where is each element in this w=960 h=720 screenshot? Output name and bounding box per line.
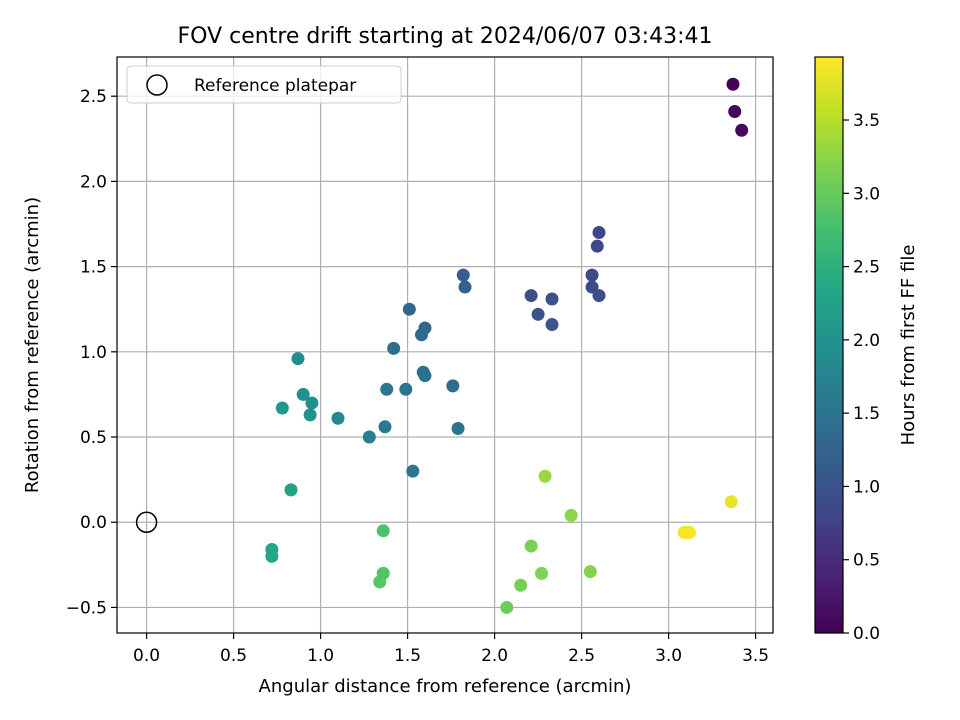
data-point <box>296 387 310 401</box>
y-tick-label: 1.5 <box>80 258 107 278</box>
x-tick-label: 0.0 <box>133 646 160 666</box>
x-axis-ticks: 0.0 0.5 1.0 1.5 2.0 2.5 3.0 3.5 <box>133 633 769 666</box>
legend-marker-reference <box>146 74 168 96</box>
data-point <box>592 289 606 303</box>
data-point <box>514 578 528 592</box>
colorbar-tick-label: 0.5 <box>853 551 880 571</box>
data-point <box>524 289 538 303</box>
reference-platepar-marker <box>135 511 158 533</box>
data-point <box>585 268 599 282</box>
data-point <box>451 422 465 436</box>
data-point <box>735 123 749 137</box>
data-point <box>682 525 696 539</box>
y-tick-label: 0.0 <box>80 513 107 533</box>
y-tick-label: 0.5 <box>80 428 107 448</box>
y-axis-label: Rotation from reference (arcmin) <box>22 197 43 493</box>
colorbar-tick-label: 1.0 <box>853 477 880 497</box>
data-point <box>564 508 578 522</box>
data-point <box>531 307 545 321</box>
data-point <box>545 318 559 332</box>
data-point <box>415 328 429 342</box>
data-point <box>305 396 319 410</box>
data-point <box>399 382 413 396</box>
colorbar-tick-label: 2.0 <box>853 331 880 351</box>
data-point <box>331 411 345 425</box>
data-point <box>402 302 416 316</box>
data-point <box>378 420 392 434</box>
data-point <box>376 524 390 538</box>
legend-label-reference: Reference platepar <box>194 76 356 96</box>
x-tick-label: 0.5 <box>220 646 247 666</box>
x-tick-label: 3.0 <box>655 646 682 666</box>
data-point <box>535 566 549 580</box>
colorbar-tick-label: 0.0 <box>853 624 880 644</box>
data-point <box>456 268 470 282</box>
plot-frame <box>116 56 774 634</box>
data-point <box>387 341 401 355</box>
x-tick-label: 1.0 <box>307 646 334 666</box>
data-point <box>724 495 738 509</box>
data-point <box>362 430 376 444</box>
x-tick-label: 2.5 <box>568 646 595 666</box>
y-tick-label: 1.0 <box>80 343 107 363</box>
data-point <box>538 469 552 483</box>
grid <box>117 57 773 633</box>
legend-box <box>126 65 402 104</box>
data-point <box>583 565 597 579</box>
y-tick-label: 2.5 <box>80 87 107 107</box>
data-point <box>284 483 298 497</box>
data-point <box>406 464 420 478</box>
data-point <box>500 600 514 614</box>
data-point <box>418 369 432 383</box>
data-points <box>135 77 749 614</box>
x-axis-label: Angular distance from reference (arcmin) <box>259 676 632 697</box>
colorbar <box>815 57 843 633</box>
data-point <box>728 105 742 119</box>
colorbar-label: Hours from first FF file <box>898 245 919 446</box>
colorbar-tick-label: 1.5 <box>853 404 880 424</box>
data-point <box>726 77 740 91</box>
data-point <box>265 549 279 563</box>
data-point <box>303 408 317 422</box>
data-point <box>380 382 394 396</box>
colorbar-tick-label: 2.5 <box>853 258 880 278</box>
x-tick-label: 2.0 <box>481 646 508 666</box>
data-point <box>592 226 606 240</box>
data-point <box>373 575 387 589</box>
colorbar-tick-label: 3.0 <box>853 184 880 204</box>
chart-title: FOV centre drift starting at 2024/06/07 … <box>178 24 713 49</box>
colorbar-ticks: 0.0 0.5 1.0 1.5 2.0 2.5 3.0 3.5 <box>843 111 880 644</box>
data-point <box>590 239 604 253</box>
data-point <box>446 379 460 393</box>
x-tick-label: 1.5 <box>394 646 421 666</box>
data-point <box>275 401 289 415</box>
colorbar-tick-label: 3.5 <box>853 111 880 131</box>
x-tick-label: 3.5 <box>742 646 769 666</box>
data-point <box>545 292 559 306</box>
data-point <box>458 280 472 294</box>
data-point <box>291 352 305 366</box>
y-tick-label: −0.5 <box>66 598 107 618</box>
colorbar-frame <box>814 56 844 634</box>
legend: Reference platepar <box>126 65 402 104</box>
y-tick-label: 2.0 <box>80 172 107 192</box>
y-axis-ticks: −0.5 0.0 0.5 1.0 1.5 2.0 2.5 <box>66 87 117 618</box>
data-point <box>524 539 538 553</box>
